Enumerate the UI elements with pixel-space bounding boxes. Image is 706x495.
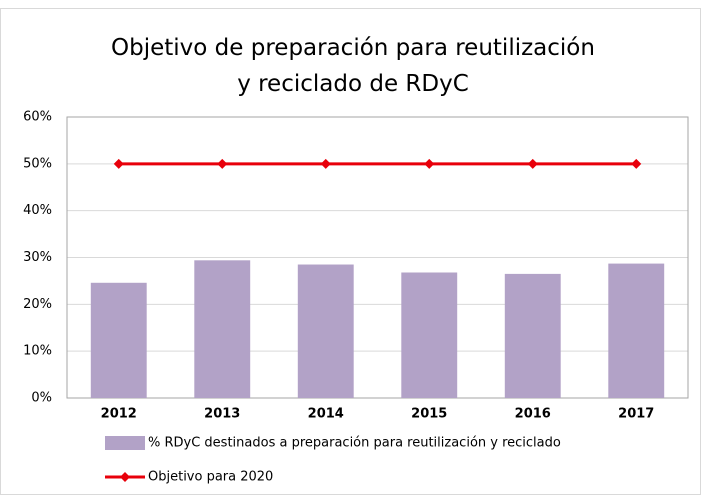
x-tick-label: 2017 xyxy=(618,407,654,422)
x-tick-label: 2015 xyxy=(411,407,447,422)
y-tick-label: 60% xyxy=(23,110,52,125)
bar xyxy=(194,260,251,398)
legend-label: % RDyC destinados a preparación para reu… xyxy=(148,436,561,451)
bar xyxy=(401,272,458,398)
marker xyxy=(217,158,228,169)
legend-swatch xyxy=(120,472,130,482)
y-tick-label: 50% xyxy=(23,156,52,171)
bar xyxy=(504,273,561,398)
y-tick-label: 20% xyxy=(23,297,52,312)
y-tick-label: 30% xyxy=(23,250,52,265)
chart-title: Objetivo de preparación para reutilizaci… xyxy=(111,35,595,97)
x-tick-label: 2012 xyxy=(101,407,137,422)
x-tick-label: 2016 xyxy=(515,407,551,422)
marker xyxy=(527,158,538,169)
bar xyxy=(90,282,147,398)
y-tick-label: 0% xyxy=(31,391,52,406)
legend-swatch xyxy=(105,436,145,450)
y-tick-label: 40% xyxy=(23,203,52,218)
plot-border xyxy=(66,116,689,399)
marker xyxy=(320,158,331,169)
x-tick-label: 2014 xyxy=(308,407,344,422)
marker xyxy=(424,158,435,169)
x-tick-label: 2013 xyxy=(204,407,240,422)
bar xyxy=(297,264,354,398)
legend-label: Objetivo para 2020 xyxy=(148,470,273,485)
marker xyxy=(113,158,124,169)
bar xyxy=(608,263,665,398)
marker xyxy=(631,158,642,169)
y-tick-label: 10% xyxy=(23,344,52,359)
